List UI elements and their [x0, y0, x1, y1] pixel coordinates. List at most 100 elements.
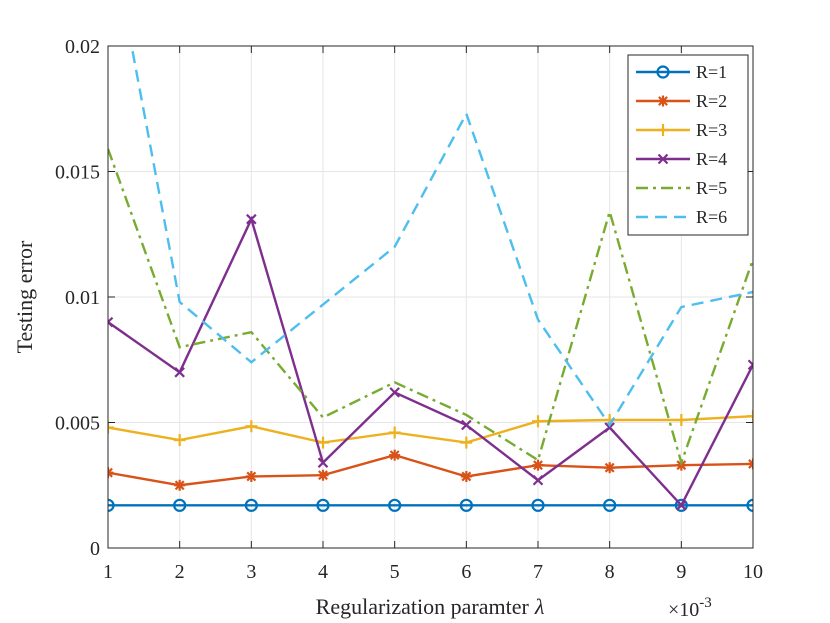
data-point	[460, 436, 473, 449]
data-point-stroke	[747, 359, 753, 367]
data-point	[388, 426, 401, 439]
data-point-stroke	[748, 462, 753, 469]
legend-label: R=3	[696, 120, 727, 140]
data-point	[245, 470, 257, 482]
data-point	[747, 359, 753, 371]
data-point	[532, 474, 544, 486]
data-point-stroke	[108, 316, 114, 324]
y-tick-label: 0	[90, 538, 100, 560]
x-axis-label-symbol: λ	[534, 594, 545, 619]
data-point	[245, 420, 258, 433]
data-point	[316, 498, 330, 512]
legend-item: R=2	[636, 91, 727, 111]
data-point	[108, 316, 114, 328]
data-point-stroke	[246, 471, 257, 482]
x-tick-label: 1	[103, 561, 113, 583]
series-r-5	[108, 148, 753, 467]
data-point	[389, 387, 400, 398]
x-tick-label: 3	[246, 561, 256, 583]
data-point	[747, 410, 753, 423]
x-tick-label: 9	[676, 561, 686, 583]
data-point-stroke	[246, 213, 257, 225]
series-r-6	[130, 46, 753, 428]
legend-item: R=1	[636, 62, 727, 82]
series-line	[108, 148, 753, 467]
x-tick-label: 6	[461, 561, 471, 583]
data-point	[531, 498, 545, 512]
data-point-stroke	[108, 320, 114, 328]
data-point	[389, 449, 401, 461]
data-point-stroke	[174, 367, 185, 378]
series-layer	[108, 46, 753, 512]
legend-label: R=1	[696, 62, 727, 82]
data-point-stroke	[108, 471, 113, 478]
ticks: 1 2 3 4 5 6 7 8 9 10 0 0.005 0.01 0.015 0.02	[55, 36, 763, 583]
data-point	[747, 458, 753, 470]
data-point-stroke	[317, 457, 329, 468]
data-point	[388, 498, 402, 512]
data-point-stroke	[747, 363, 753, 371]
data-point	[604, 422, 615, 433]
legend-box	[627, 54, 749, 236]
data-point	[317, 469, 329, 481]
y-tick-label: 0.015	[55, 162, 100, 184]
legend-label: R=5	[696, 178, 727, 198]
data-point-stroke	[532, 474, 544, 486]
data-point	[108, 421, 114, 434]
x-tick-label: 5	[390, 561, 400, 583]
data-point	[244, 498, 258, 512]
x-tick-label: 8	[605, 561, 615, 583]
legend-item: R=4	[636, 149, 727, 169]
data-point	[459, 498, 473, 512]
x-tick-label: 2	[175, 561, 185, 583]
data-point-stroke	[748, 459, 753, 466]
series-r-1	[108, 498, 753, 512]
data-point	[461, 419, 472, 431]
x-axis-exponent: ×10-3	[668, 595, 712, 621]
series-r-4	[108, 213, 753, 511]
data-point-stroke	[461, 419, 472, 431]
y-axis-label: Testing error	[12, 240, 37, 353]
legend-item: R=5	[636, 178, 727, 198]
y-tick-label: 0.02	[65, 36, 100, 58]
legend-marker	[657, 124, 669, 136]
y-tick-label: 0.005	[55, 413, 100, 435]
x-tick-label: 7	[533, 561, 543, 583]
legend: R=1 R=2 R=3 R=4 R=5 R=6	[627, 54, 749, 236]
data-point	[174, 367, 185, 378]
data-point-stroke	[604, 462, 615, 473]
x-exponent-power: -3	[699, 595, 712, 611]
series-line	[108, 215, 753, 508]
legend-item: R=3	[636, 120, 727, 140]
data-point	[108, 498, 115, 512]
data-point-stroke	[604, 422, 615, 433]
data-point-stroke	[108, 467, 113, 475]
legend-label: R=2	[696, 91, 727, 111]
series-line	[108, 415, 753, 444]
data-point-stroke	[533, 460, 543, 471]
legend-marker	[656, 65, 670, 79]
data-point-stroke	[389, 387, 400, 398]
data-point	[317, 457, 329, 468]
data-point	[173, 434, 186, 447]
data-point	[173, 498, 187, 512]
data-point	[532, 415, 544, 428]
series-line	[130, 46, 753, 428]
data-point	[674, 498, 688, 512]
x-tick-label: 10	[743, 561, 763, 583]
data-point	[246, 213, 257, 225]
data-point	[676, 500, 687, 511]
data-point	[174, 479, 186, 491]
series-r-2	[108, 449, 753, 491]
legend-item: R=6	[636, 207, 727, 227]
data-point	[746, 498, 753, 512]
legend-marker-stroke	[657, 153, 669, 165]
x-axis-label-text: Regularization paramter	[316, 594, 530, 619]
data-point	[460, 470, 472, 482]
data-point-stroke	[174, 480, 185, 491]
x-tick-label: 4	[318, 561, 328, 583]
data-point-stroke	[461, 471, 472, 482]
data-point	[603, 498, 617, 512]
legend-label: R=6	[696, 207, 727, 227]
